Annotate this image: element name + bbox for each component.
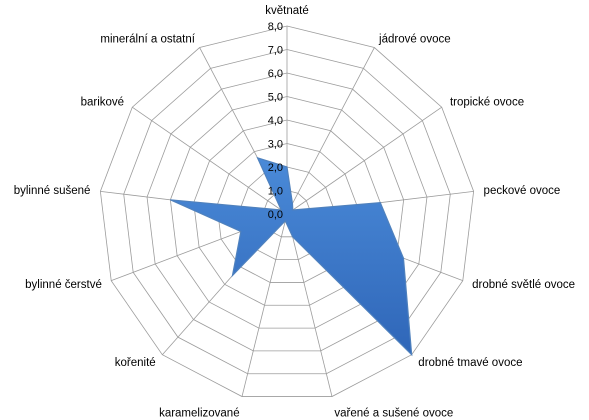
grid-spoke (241, 213, 288, 397)
category-label: minerální a ostatní (100, 34, 195, 46)
category-label: karamelizované (159, 407, 240, 419)
grid-ring (193, 119, 381, 306)
grid-ring (146, 72, 428, 352)
series-area (170, 156, 413, 357)
grid-spoke (132, 106, 288, 215)
category-label: bylinné čerstvé (25, 279, 102, 291)
category-label: kořenité (115, 357, 156, 369)
category-label: bylinné sušené (14, 185, 91, 197)
grid-spoke (286, 213, 333, 397)
category-label: drobné světlé ovoce (472, 279, 575, 291)
category-label: jádrové ovoce (378, 34, 451, 46)
tick-label: 6,0 (268, 68, 283, 80)
grid-ring (99, 25, 475, 397)
grid-ring (263, 190, 311, 238)
grid-ring (216, 143, 358, 283)
grid-ring (123, 49, 451, 375)
category-labels: květnaté jádrové ovoce tropické ovoce pecko… (14, 5, 575, 419)
tick-label: 2,0 (268, 162, 283, 174)
grid-spoke (286, 47, 375, 215)
tick-label: 5,0 (268, 92, 283, 104)
category-label: květnaté (265, 5, 308, 17)
tick-label: 4,0 (268, 115, 283, 127)
category-label: tropické ovoce (450, 97, 524, 109)
tick-label: 8,0 (268, 21, 283, 33)
category-label: vařené a sušené ovoce (334, 407, 453, 419)
tick-label: 1,0 (268, 186, 283, 198)
category-label: drobné tmavé ovoce (418, 357, 522, 369)
grid-ring (239, 166, 335, 261)
tick-label: 3,0 (268, 139, 283, 151)
category-label: barikové (81, 97, 124, 109)
radar-series (170, 156, 413, 357)
tick-label: 0,0 (268, 209, 283, 221)
category-label: peckové ovoce (484, 185, 561, 197)
grid-spoke (286, 106, 442, 215)
tick-label: 7,0 (268, 45, 283, 57)
radial-axis-ticks: 0,0 1,0 2,0 3,0 4,0 5,0 6,0 7,0 8,0 (268, 21, 283, 221)
grid-ring (169, 96, 405, 329)
